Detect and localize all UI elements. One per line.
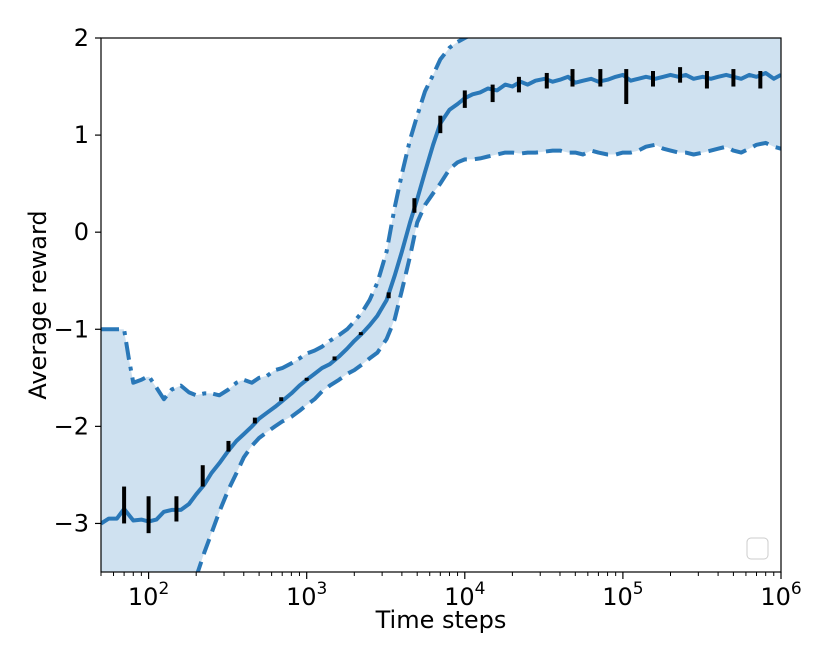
error-bars xyxy=(122,67,763,534)
series-dashed-line xyxy=(195,140,781,572)
x-tick-label: 105 xyxy=(602,579,643,611)
y-tick-label: 1 xyxy=(74,121,89,149)
y-tick-label: −3 xyxy=(54,509,89,537)
legend-box xyxy=(746,537,769,560)
y-tick-label: 0 xyxy=(74,218,89,246)
x-tick-label: 103 xyxy=(286,579,327,611)
x-tick-label: 104 xyxy=(444,579,485,611)
y-tick-label: −2 xyxy=(54,412,89,440)
band-area xyxy=(101,38,781,572)
series-dashdot-line xyxy=(101,38,470,402)
x-tick-label: 102 xyxy=(128,579,169,611)
y-tick-label: 2 xyxy=(74,24,89,52)
x-tick-label: 106 xyxy=(760,579,801,611)
y-axis-label: Average reward xyxy=(24,210,52,399)
x-axis: 102 103 104 105 106 xyxy=(100,572,802,611)
confidence-band xyxy=(101,38,781,572)
plot-frame xyxy=(100,37,782,573)
y-tick-label: −1 xyxy=(54,315,89,343)
y-axis: 2 1 0 −1 −2 −3 xyxy=(54,24,101,537)
x-axis-label: Time steps xyxy=(375,606,507,634)
